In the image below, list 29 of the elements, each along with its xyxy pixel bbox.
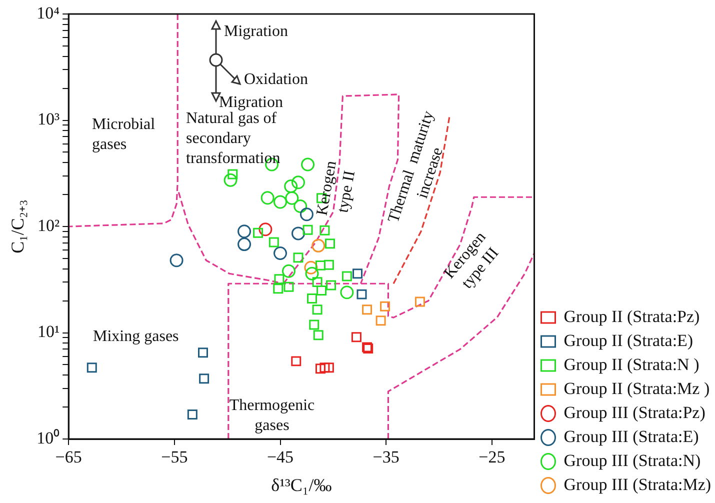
y-tick-label: 10² [37, 216, 60, 235]
annotation: Thermogenic gases [229, 397, 315, 434]
x-axis-title: δ¹³C₁/‰ [271, 474, 332, 495]
x-tick-label: −45 [266, 448, 294, 467]
y-tick-label: 10⁰ [36, 428, 60, 448]
y-tick-label: 10³ [37, 110, 60, 129]
y-tick-label: 10¹ [37, 322, 60, 342]
y-axis-title: C₁/C₂₊₃ [8, 200, 28, 254]
y-tick-label: 10⁴ [36, 3, 60, 22]
legend-label: Group III (Strata:E) [564, 426, 699, 446]
x-tick-label: −25 [478, 448, 506, 467]
legend-label: Group II (Strata:N ) [564, 354, 700, 374]
legend-label: Group II (Strata:E) [564, 330, 694, 350]
annotation: Mixing gases [93, 328, 179, 346]
x-tick-label: −65 [55, 448, 82, 467]
legend-label: Group III (Strata:N) [564, 450, 701, 470]
annotation: Migration [219, 94, 283, 112]
legend-label: Group II (Strata:Pz) [564, 306, 700, 326]
legend-label: Group III (Strata:Mz) [564, 474, 712, 494]
annotation: Natural gas of secondary transformation [186, 110, 280, 168]
annotation: Thermal maturity increase [385, 108, 446, 225]
x-tick-label: −55 [161, 448, 188, 467]
annotation: Kerogen type II [314, 160, 359, 217]
annotation: Migration [224, 23, 288, 40]
x-tick-label: −35 [372, 448, 400, 467]
legend-label: Group III (Strata:Pz) [564, 402, 706, 422]
legend-label: Group II (Strata:Mz ) [564, 378, 710, 398]
annotation: Microbial gases [92, 116, 156, 154]
annotation: Oxidation [244, 71, 308, 88]
